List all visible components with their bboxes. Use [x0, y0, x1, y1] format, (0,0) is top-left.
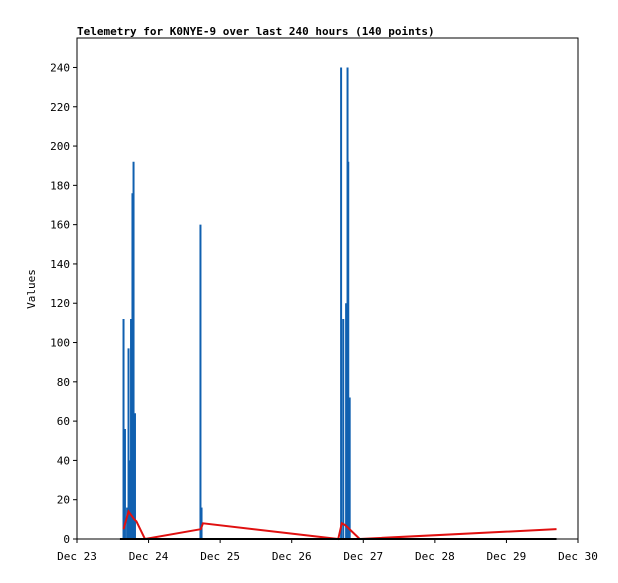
y-tick-label: 80: [57, 376, 70, 389]
x-tick-label: Dec 23: [57, 550, 97, 563]
y-tick-label: 240: [50, 61, 70, 74]
y-tick-label: 200: [50, 140, 70, 153]
y-tick-label: 20: [57, 494, 70, 507]
x-tick-label: Dec 29: [487, 550, 527, 563]
x-tick-label: Dec 26: [272, 550, 312, 563]
x-tick-label: Dec 30: [558, 550, 598, 563]
series-line: [122, 509, 557, 541]
y-tick-label: 60: [57, 415, 70, 428]
y-tick-label: 100: [50, 337, 70, 350]
y-tick-label: 140: [50, 258, 70, 271]
x-tick-label: Dec 27: [343, 550, 383, 563]
chart-title: Telemetry for K0NYE-9 over last 240 hour…: [77, 25, 435, 38]
y-axis-title: Values: [25, 269, 38, 309]
y-tick-label: 120: [50, 297, 70, 310]
y-tick-label: 40: [57, 454, 70, 467]
y-tick-label: 220: [50, 101, 70, 114]
y-tick-label: 180: [50, 179, 70, 192]
x-tick-label: Dec 28: [415, 550, 455, 563]
x-tick-label: Dec 24: [129, 550, 169, 563]
x-tick-label: Dec 25: [200, 550, 240, 563]
plot-frame: [76, 37, 579, 540]
y-tick-label: 0: [63, 533, 70, 546]
y-tick-label: 160: [50, 219, 70, 232]
